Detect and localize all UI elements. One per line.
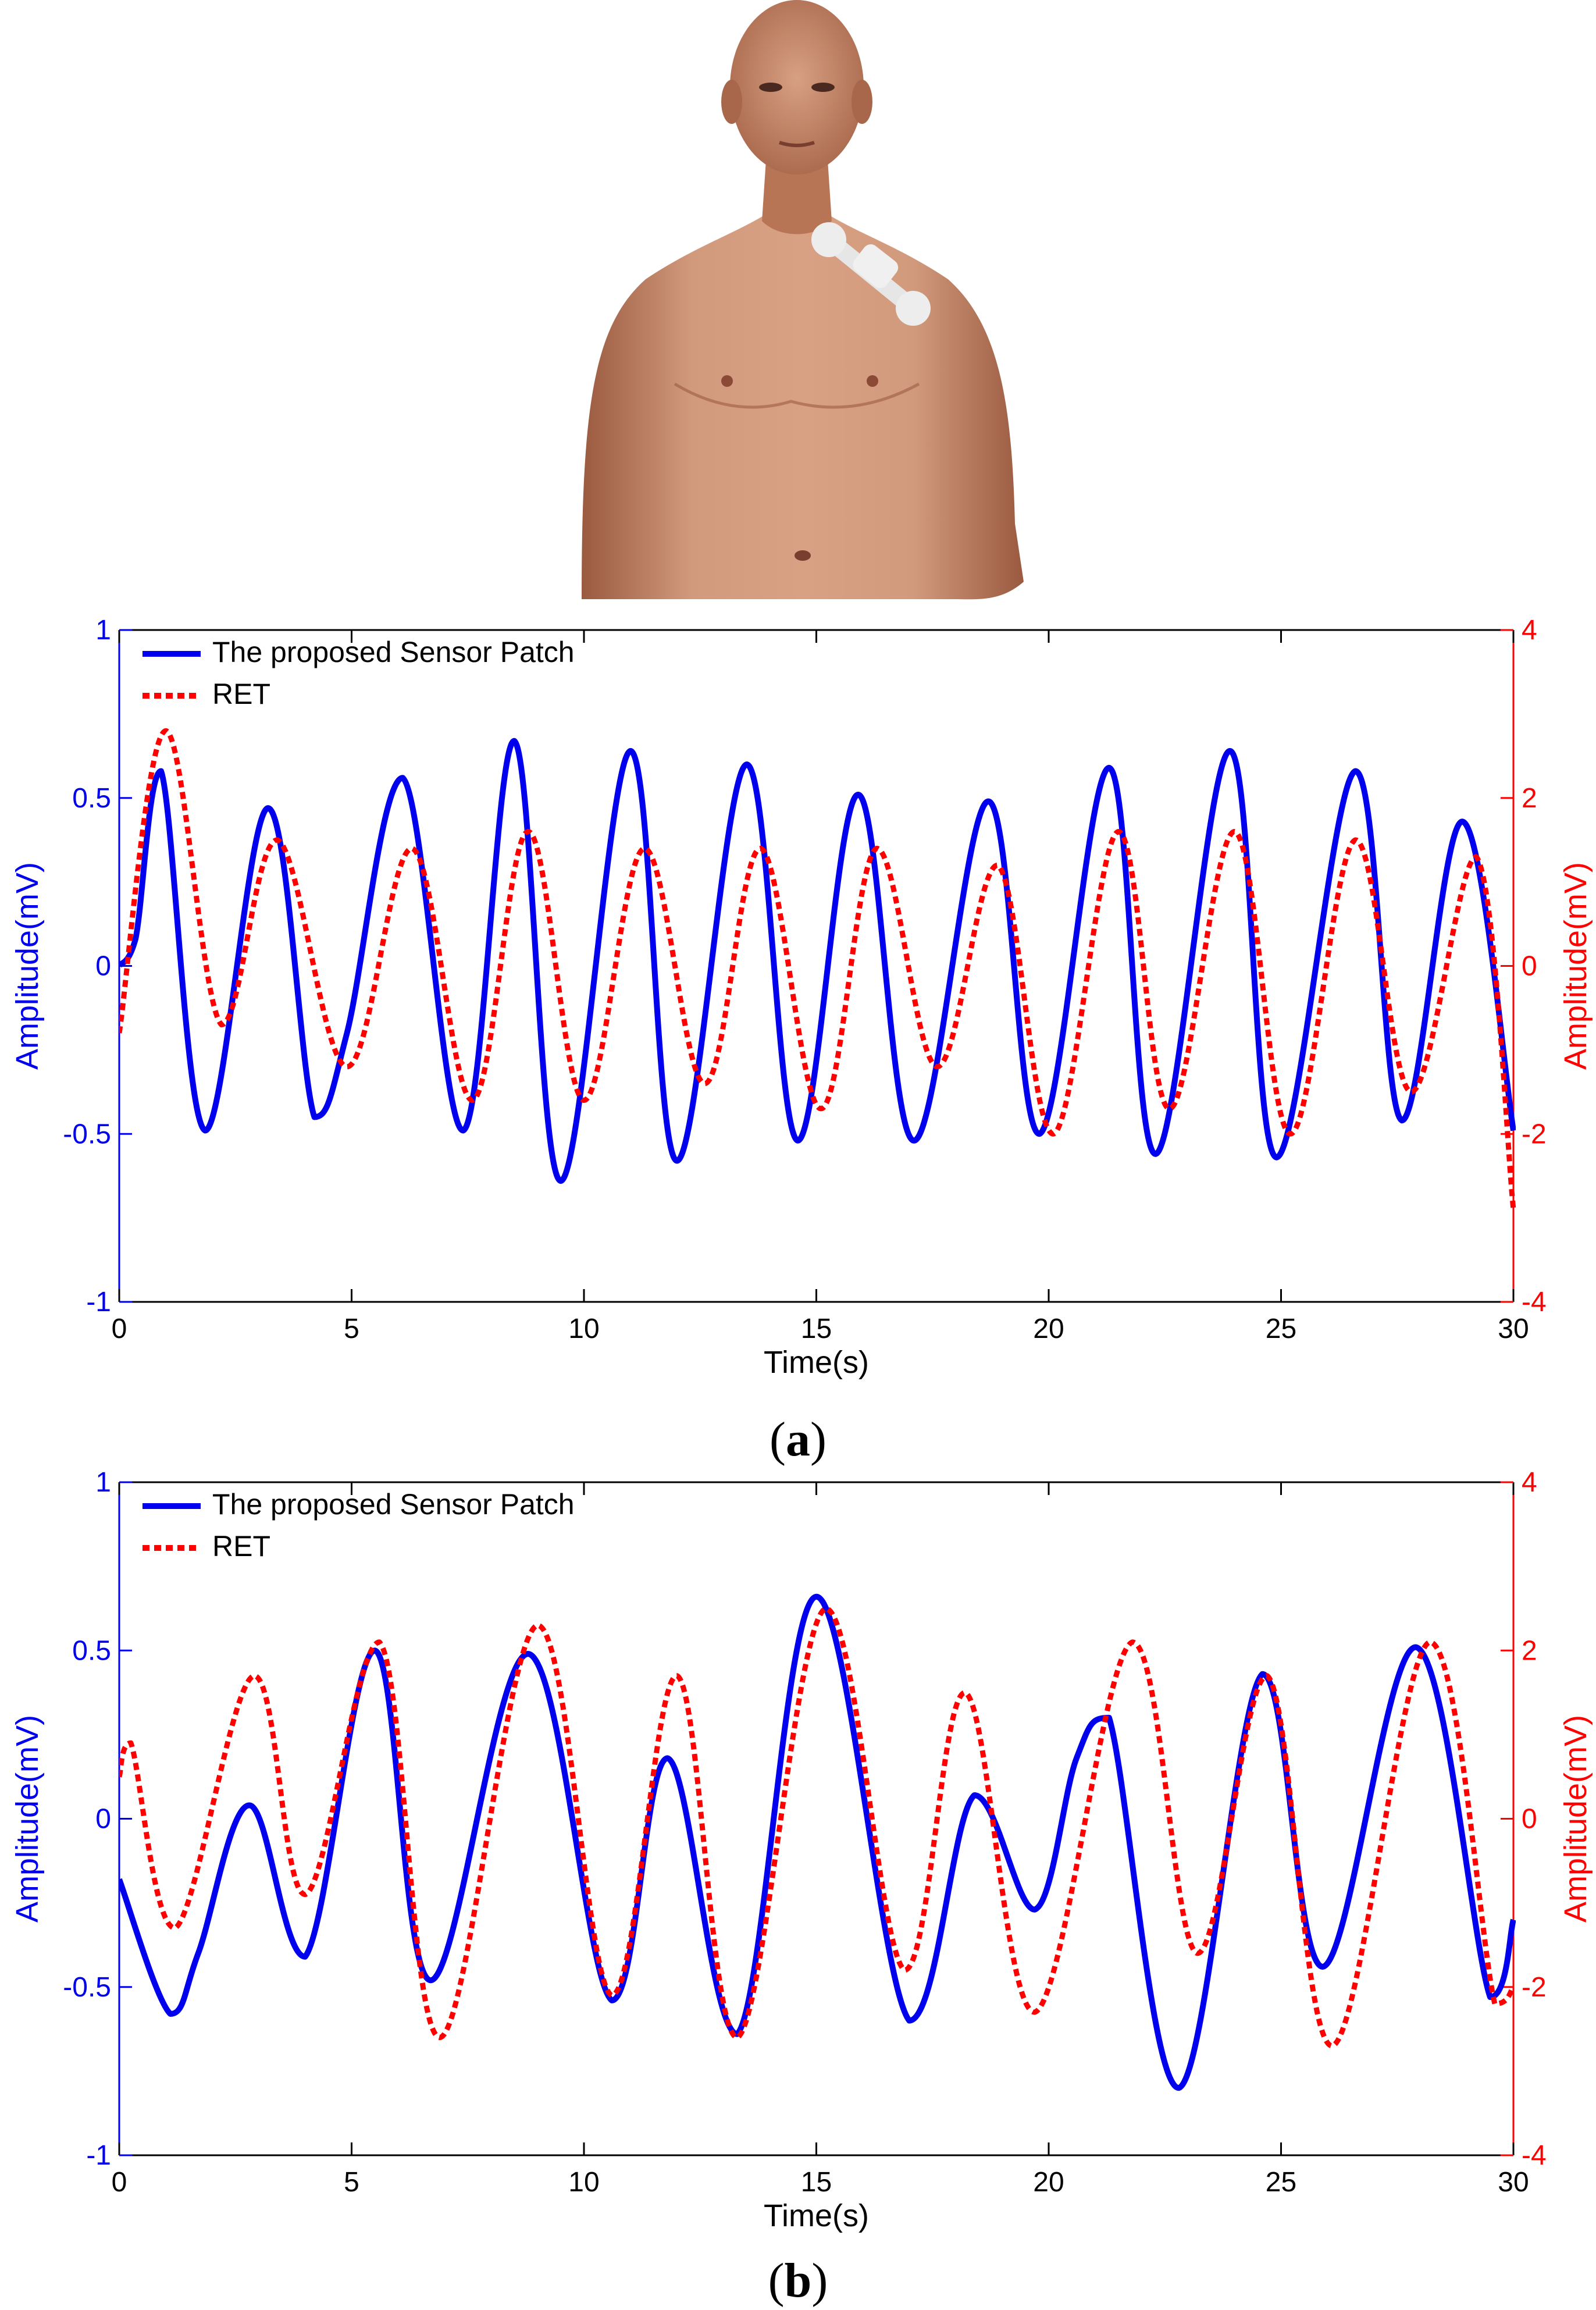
left-y-axis-label: Amplitude(mV) xyxy=(10,862,45,1070)
x-tick-label: 20 xyxy=(1033,1314,1064,1344)
chart-panel-a: 0 5 10 15 20 25 30 -1 -0.5 0 0.5 1 -4 -2 0 2 4 Time(s) Amp… xyxy=(10,615,1593,1380)
right-y-tick-label: 4 xyxy=(1522,1467,1537,1498)
x-tick-label: 0 xyxy=(112,2167,127,2198)
x-axis-label: Time(s) xyxy=(764,1345,869,1380)
left-y-tick-label: 1 xyxy=(95,615,111,646)
ret-series-line xyxy=(119,728,1516,1210)
legend-label: RET xyxy=(212,1530,270,1562)
legend-label: The proposed Sensor Patch xyxy=(212,1488,575,1521)
right-eye xyxy=(811,83,835,92)
x-tick-label: 10 xyxy=(568,1314,599,1344)
right-y-axis-label: Amplitude(mV) xyxy=(1558,862,1593,1070)
left-y-axis-label: Amplitude(mV) xyxy=(10,1715,45,1923)
left-y-tick-label: 0 xyxy=(95,951,111,982)
left-y-tick-label: 0 xyxy=(95,1804,111,1835)
right-y-tick-label: -4 xyxy=(1522,1287,1547,1318)
left-y-tick-label: -1 xyxy=(86,2140,111,2171)
left-y-tick-label: 0.5 xyxy=(72,783,111,814)
head xyxy=(730,0,864,175)
right-nipple xyxy=(867,375,878,387)
left-y-tick-label: -1 xyxy=(86,1287,111,1318)
left-nipple xyxy=(721,375,733,387)
right-y-tick-label: 2 xyxy=(1522,1635,1537,1666)
sensor-series-line xyxy=(119,738,1516,1184)
panel-label-b: (b) xyxy=(768,2254,828,2308)
left-ear xyxy=(721,80,742,124)
ret-series-line xyxy=(119,1606,1516,2049)
left-eye xyxy=(759,83,782,92)
right-y-tick-label: -2 xyxy=(1522,1119,1547,1149)
legend-label: The proposed Sensor Patch xyxy=(212,636,575,668)
x-tick-label: 20 xyxy=(1033,2167,1064,2198)
left-y-tick-label: 0.5 xyxy=(72,1635,111,1666)
right-y-tick-label: -4 xyxy=(1522,2140,1547,2171)
x-tick-label: 25 xyxy=(1266,1314,1296,1344)
x-axis-label: Time(s) xyxy=(764,2198,869,2233)
sensor-patch-icon xyxy=(811,222,931,326)
panel-label-a: (a) xyxy=(770,1412,826,1467)
right-y-tick-label: -2 xyxy=(1522,1972,1547,2003)
x-tick-label: 0 xyxy=(112,1314,127,1344)
navel xyxy=(795,550,811,561)
right-ear xyxy=(852,80,872,124)
right-y-axis-label: Amplitude(mV) xyxy=(1558,1715,1593,1923)
mouth xyxy=(779,141,815,147)
legend-label: RET xyxy=(212,678,270,710)
right-y-tick-label: 2 xyxy=(1522,783,1537,814)
chart-panel-b: 0 5 10 15 20 25 30 -1 -0.5 0 0.5 1 -4 -2 0 2 4 Time(s) Amp… xyxy=(10,1467,1593,2233)
x-tick-label: 5 xyxy=(344,1314,359,1344)
sensor-series-line xyxy=(119,1593,1516,2091)
chest-line xyxy=(674,382,920,409)
torso-body xyxy=(582,175,1024,600)
x-tick-label: 15 xyxy=(801,1314,832,1344)
x-tick-label: 15 xyxy=(801,2167,832,2198)
x-tick-label: 5 xyxy=(344,2167,359,2198)
x-tick-label: 30 xyxy=(1498,1314,1529,1344)
left-y-tick-label: -0.5 xyxy=(63,1119,111,1149)
right-y-tick-label: 4 xyxy=(1522,615,1537,646)
torso-illustration xyxy=(582,0,1024,600)
right-y-tick-label: 0 xyxy=(1522,951,1537,982)
x-tick-label: 30 xyxy=(1498,2167,1529,2198)
x-tick-label: 10 xyxy=(568,2167,599,2198)
left-y-tick-label: -0.5 xyxy=(63,1972,111,2003)
left-y-tick-label: 1 xyxy=(95,1467,111,1498)
x-tick-label: 25 xyxy=(1266,2167,1296,2198)
right-y-tick-label: 0 xyxy=(1522,1804,1537,1835)
